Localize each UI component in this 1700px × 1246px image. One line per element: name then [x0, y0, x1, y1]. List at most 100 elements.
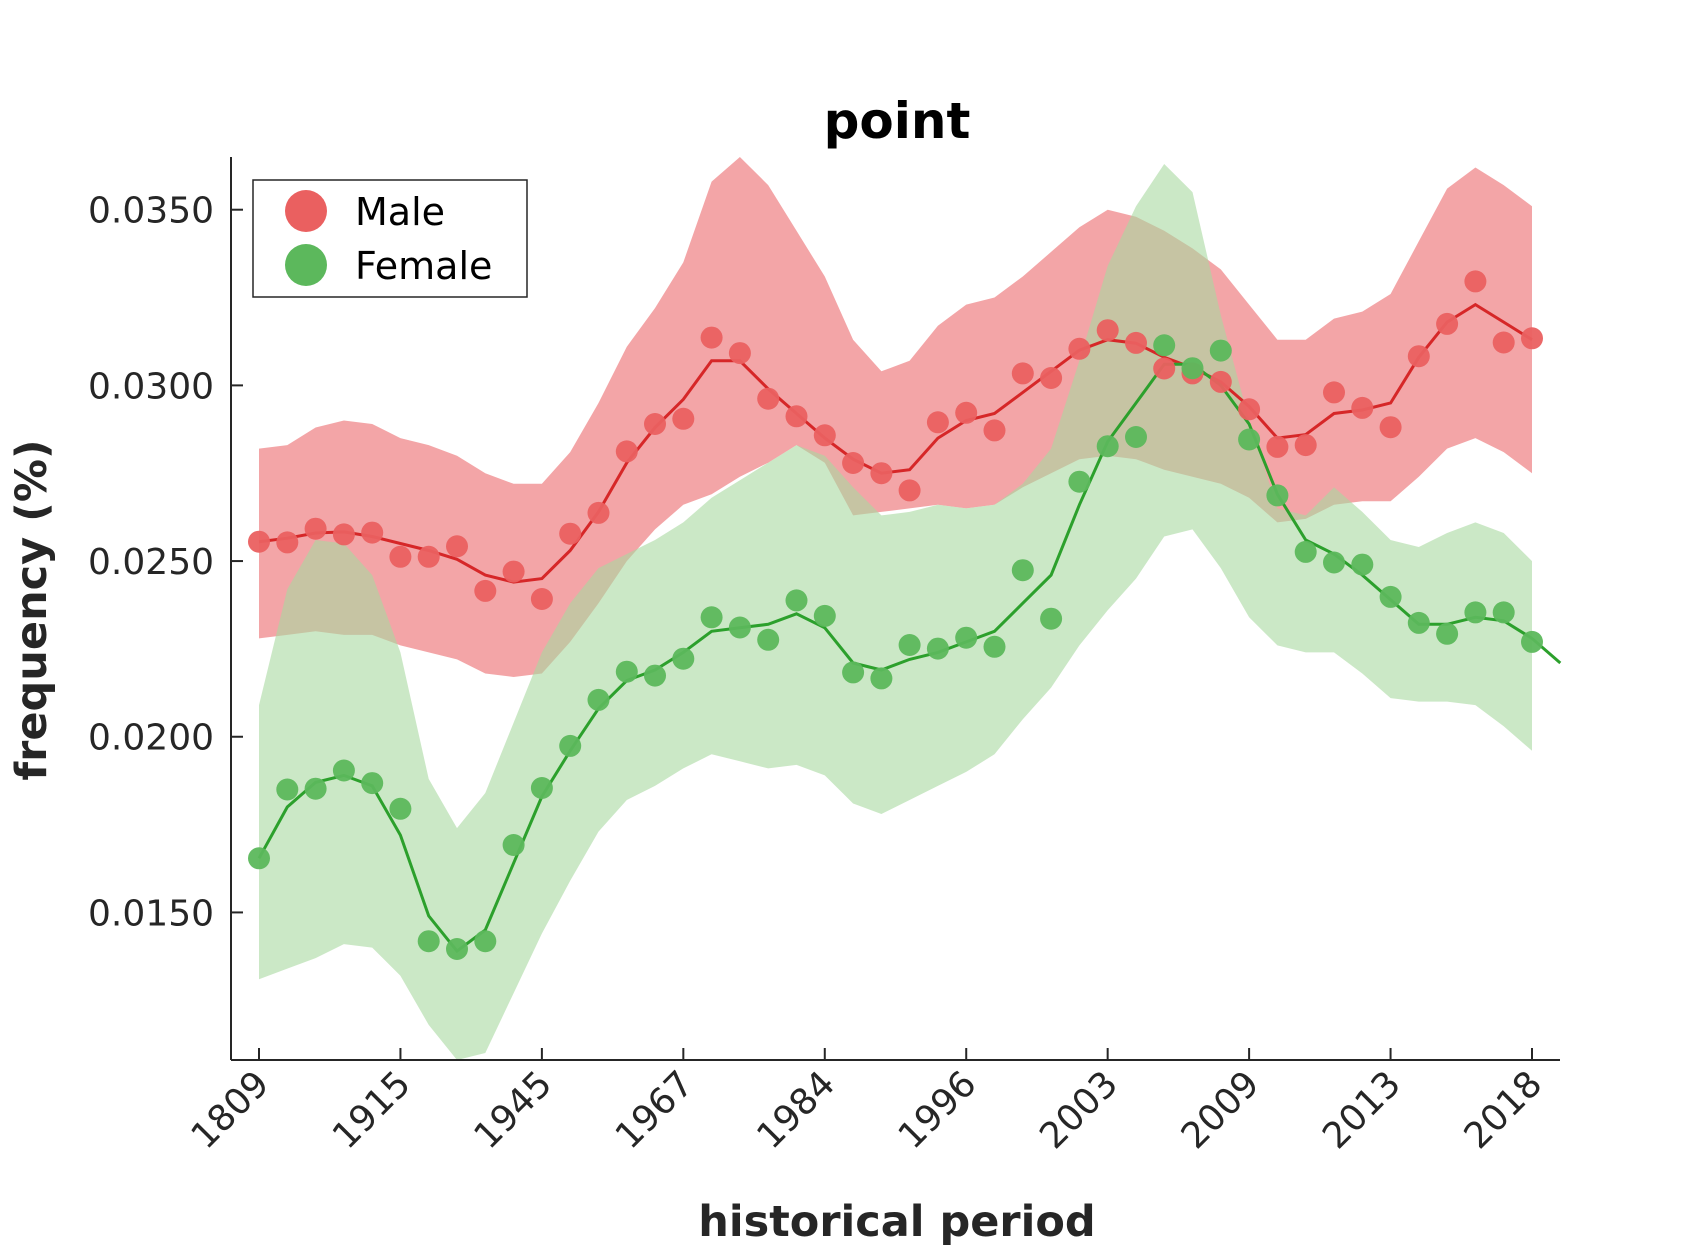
- y-ticks: 0.0150 0.0200 0.0250 0.0300 0.0350: [88, 191, 243, 934]
- point-male: [530, 588, 553, 610]
- point-female: [361, 772, 384, 795]
- x-tick-label: 1996: [891, 1063, 985, 1157]
- point-female: [1125, 426, 1147, 448]
- line-male: [258, 302, 1533, 584]
- y-tick-label: 0.0200: [88, 718, 214, 759]
- point-female: [757, 628, 780, 651]
- point-male: [615, 440, 638, 463]
- point-male: [1379, 416, 1402, 439]
- point-male: [1492, 331, 1515, 354]
- point-female: [615, 660, 638, 683]
- point-male: [983, 419, 1006, 442]
- point-female: [1436, 622, 1459, 645]
- point-female: [1181, 357, 1204, 380]
- plot-area: [248, 157, 1562, 1060]
- point-female: [1492, 601, 1515, 624]
- point-male: [1068, 337, 1091, 360]
- point-male: [559, 522, 582, 545]
- point-male: [248, 530, 270, 553]
- x-tick-label: 1967: [608, 1063, 702, 1157]
- point-female: [926, 637, 949, 660]
- point-male: [276, 531, 299, 554]
- point-male: [1153, 357, 1176, 380]
- point-male: [898, 479, 921, 502]
- legend: Male Female: [252, 179, 528, 298]
- chart-title: point: [824, 92, 971, 150]
- point-male: [1323, 381, 1345, 404]
- point-female: [502, 834, 525, 856]
- point-male: [389, 545, 412, 568]
- point-female: [1464, 601, 1487, 624]
- point-female: [983, 635, 1006, 658]
- x-tick-label: 2009: [1174, 1063, 1268, 1157]
- point-male: [813, 424, 836, 447]
- point-male: [417, 545, 440, 568]
- point-female: [389, 797, 412, 820]
- x-tick-label: 1945: [466, 1063, 560, 1157]
- point-male: [1209, 370, 1232, 393]
- legend-male-marker: [285, 190, 327, 232]
- point-male: [332, 523, 355, 546]
- point-male: [1125, 331, 1147, 354]
- point-female: [1209, 339, 1232, 362]
- point-male: [361, 521, 384, 544]
- point-male: [785, 405, 808, 428]
- point-male: [672, 407, 695, 430]
- point-female: [870, 667, 893, 690]
- point-female: [304, 777, 327, 800]
- point-female: [1238, 428, 1261, 451]
- point-male: [644, 413, 666, 435]
- point-female: [813, 604, 836, 627]
- point-female: [1096, 435, 1119, 458]
- point-female: [1379, 585, 1402, 608]
- point-female: [955, 626, 978, 649]
- x-tick-label: 1915: [325, 1063, 419, 1157]
- point-male: [1407, 345, 1430, 368]
- point-male: [1040, 367, 1063, 389]
- point-female: [417, 930, 440, 953]
- point-male: [955, 401, 978, 424]
- point-female: [785, 589, 808, 612]
- point-male: [1351, 396, 1374, 419]
- point-female: [1323, 551, 1345, 574]
- point-female: [248, 847, 270, 870]
- point-male: [304, 517, 327, 540]
- point-female: [728, 616, 751, 639]
- point-male: [1464, 270, 1487, 293]
- point-male: [1294, 434, 1317, 457]
- point-male: [1096, 319, 1119, 342]
- point-female: [1068, 470, 1091, 493]
- point-male: [1266, 435, 1289, 458]
- y-tick-label: 0.0250: [88, 542, 214, 583]
- point-male: [926, 411, 949, 434]
- point-female: [1294, 540, 1317, 563]
- point-female: [1407, 611, 1430, 634]
- x-tick-label: 1809: [184, 1063, 278, 1157]
- point-male: [446, 535, 468, 558]
- point-male: [1436, 312, 1459, 335]
- point-female: [1266, 484, 1289, 507]
- point-female: [474, 930, 497, 953]
- point-male: [728, 342, 751, 365]
- series-points: [248, 270, 1543, 960]
- point-female: [1040, 607, 1063, 630]
- point-female: [1153, 334, 1176, 357]
- point-male: [870, 462, 893, 485]
- point-female: [644, 664, 666, 687]
- point-female: [1351, 553, 1374, 576]
- x-axis-label: historical period: [698, 1197, 1095, 1246]
- point-female: [1521, 630, 1543, 653]
- point-female: [559, 734, 582, 757]
- point-female: [672, 647, 695, 670]
- x-tick-label: 2003: [1032, 1063, 1126, 1157]
- x-tick-label: 2018: [1457, 1063, 1551, 1157]
- point-female: [530, 777, 553, 799]
- legend-male-label: Male: [355, 190, 445, 234]
- point-male: [587, 501, 610, 524]
- point-female: [842, 661, 865, 684]
- y-tick-label: 0.0300: [88, 366, 214, 407]
- point-male: [474, 579, 497, 602]
- point-male: [842, 452, 865, 474]
- legend-female-label: Female: [355, 244, 492, 288]
- y-axis-label: frequency (%): [7, 439, 57, 780]
